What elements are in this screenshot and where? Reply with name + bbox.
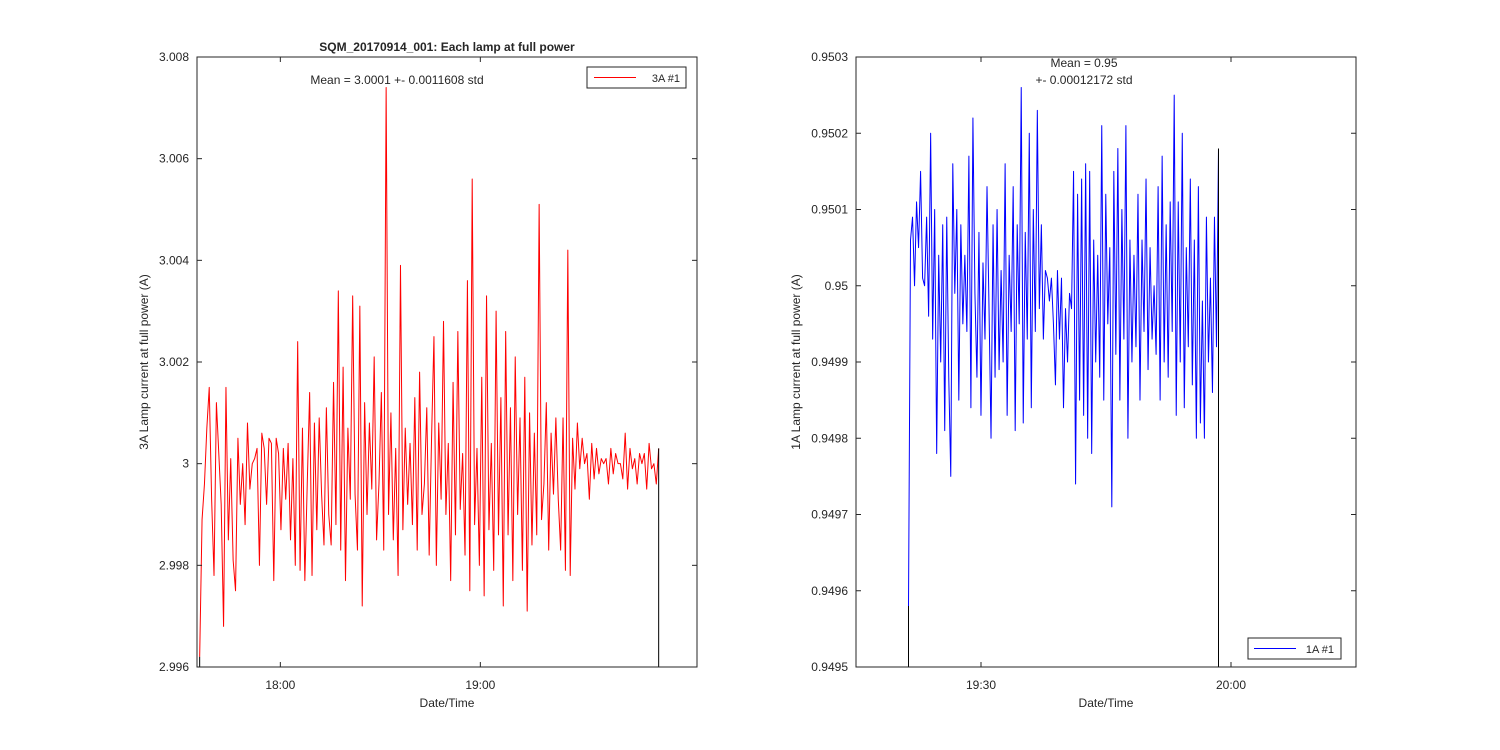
chart-title: SQM_20170914_001: Each lamp at full powe… [319, 40, 575, 54]
series-line-1a [908, 87, 1219, 607]
plot-area-left [199, 87, 660, 667]
y-tick-label: 2.996 [159, 660, 189, 674]
y-tick-label: 0.95 [825, 279, 849, 293]
y-tick-label: 0.9498 [811, 431, 848, 445]
stats-annotation-right-line1: Mean = 0.95 [1050, 56, 1117, 70]
y-tick-label: 0.9503 [811, 50, 848, 64]
x-axis-label-left: Date/Time [420, 696, 475, 710]
series-line-3a [199, 87, 660, 657]
legend-left: 3A #1 [586, 66, 687, 89]
x-axis-label-right: Date/Time [1079, 696, 1134, 710]
stats-annotation-right-line2: +- 0.00012172 std [1035, 73, 1132, 87]
stats-annotation-left: Mean = 3.0001 +- 0.0011608 std [310, 73, 483, 87]
x-tick-label: 20:00 [1216, 678, 1246, 692]
legend-right: 1A #1 [1247, 637, 1342, 660]
x-tick-label: 18:00 [265, 678, 295, 692]
axes-left: 2.996 2.998 3 3.002 3.004 3.006 3.008 18:00 19:0… [137, 40, 698, 710]
plot-area-right [908, 87, 1219, 667]
legend-label-3a: 3A #1 [652, 73, 680, 85]
y-tick-label: 0.9499 [811, 355, 848, 369]
legend-label-1a: 1A #1 [1306, 644, 1334, 656]
ticks-right: 0.9495 0.9496 0.9497 0.9498 0.9499 0.95 0.9501… [811, 50, 1356, 692]
y-tick-label: 3.004 [159, 253, 189, 267]
y-tick-label: 0.9501 [811, 203, 848, 217]
y-tick-label: 0.9496 [811, 584, 848, 598]
y-tick-label: 3 [182, 457, 189, 471]
y-tick-label: 3.008 [159, 50, 189, 64]
y-tick-label: 2.998 [159, 558, 189, 572]
y-tick-label: 3.002 [159, 355, 189, 369]
y-tick-label: 3.006 [159, 152, 189, 166]
y-tick-label: 0.9502 [811, 126, 848, 140]
x-tick-label: 19:30 [966, 678, 996, 692]
y-tick-label: 0.9497 [811, 508, 848, 522]
y-tick-label: 0.9495 [811, 660, 848, 674]
axes-right: 0.9495 0.9496 0.9497 0.9498 0.9499 0.95 0.9501… [789, 50, 1357, 710]
x-tick-label: 19:00 [465, 678, 495, 692]
ticks-left: 2.996 2.998 3 3.002 3.004 3.006 3.008 18:00 19:0… [159, 50, 697, 692]
y-axis-label-left: 3A Lamp current at full power (A) [137, 274, 151, 449]
y-axis-label-right: 1A Lamp current at full power (A) [789, 274, 803, 449]
